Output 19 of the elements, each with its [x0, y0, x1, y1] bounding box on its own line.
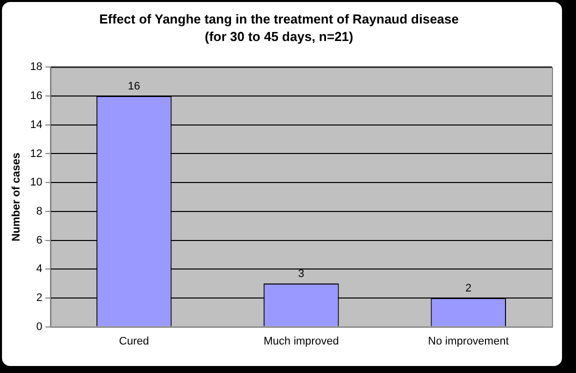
y-tick-label: 14 — [30, 118, 42, 131]
y-tick-label: 12 — [30, 148, 42, 160]
y-tick-label: 10 — [30, 176, 42, 189]
y-tick-label: 4 — [36, 263, 42, 276]
y-tick-label: 2 — [36, 292, 42, 304]
x-tick-label: No improvement — [428, 335, 509, 348]
y-tick-label: 8 — [36, 205, 42, 218]
data-label: 16 — [128, 80, 140, 93]
y-tick-label: 0 — [36, 320, 42, 333]
chart-title: Effect of Yanghe tang in the treatment of Raynaud disease — [99, 11, 459, 26]
y-tick-label: 18 — [30, 61, 42, 74]
chart-subtitle: (for 30 to 45 days, n=21) — [204, 28, 354, 44]
x-tick-label: Much improved — [264, 335, 339, 348]
x-tick-label: Cured — [119, 335, 150, 348]
y-tick-label: 6 — [36, 234, 42, 246]
y-tick-label: 16 — [30, 90, 42, 102]
data-label: 3 — [298, 268, 304, 280]
data-label: 2 — [465, 282, 472, 294]
y-axis-title: Number of cases — [10, 152, 23, 242]
